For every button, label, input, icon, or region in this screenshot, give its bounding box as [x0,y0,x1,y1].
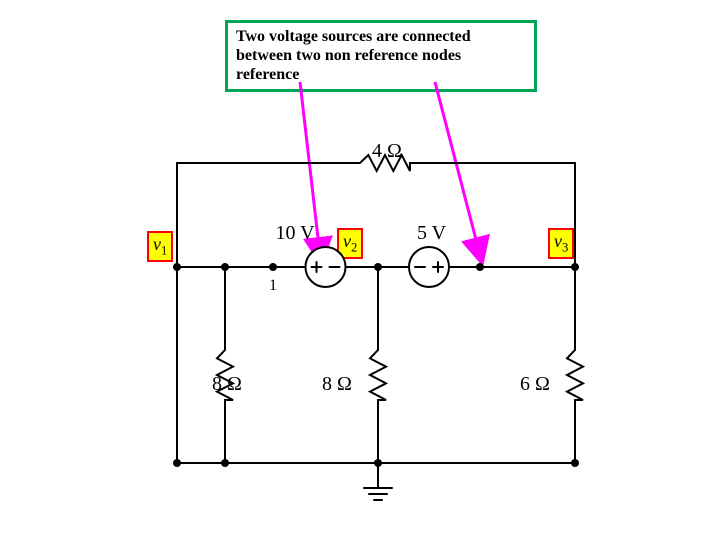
label-src-right: 5 V [417,222,446,245]
label-r-left: 8 Ω [212,373,242,396]
label-r-top: 4 Ω [372,140,402,163]
label-node-1: 1 [269,277,277,295]
circuit-diagram [0,0,720,540]
label-src-left: 10 V [276,222,315,245]
label-r-right: 6 Ω [520,373,550,396]
label-r-mid: 8 Ω [322,373,352,396]
